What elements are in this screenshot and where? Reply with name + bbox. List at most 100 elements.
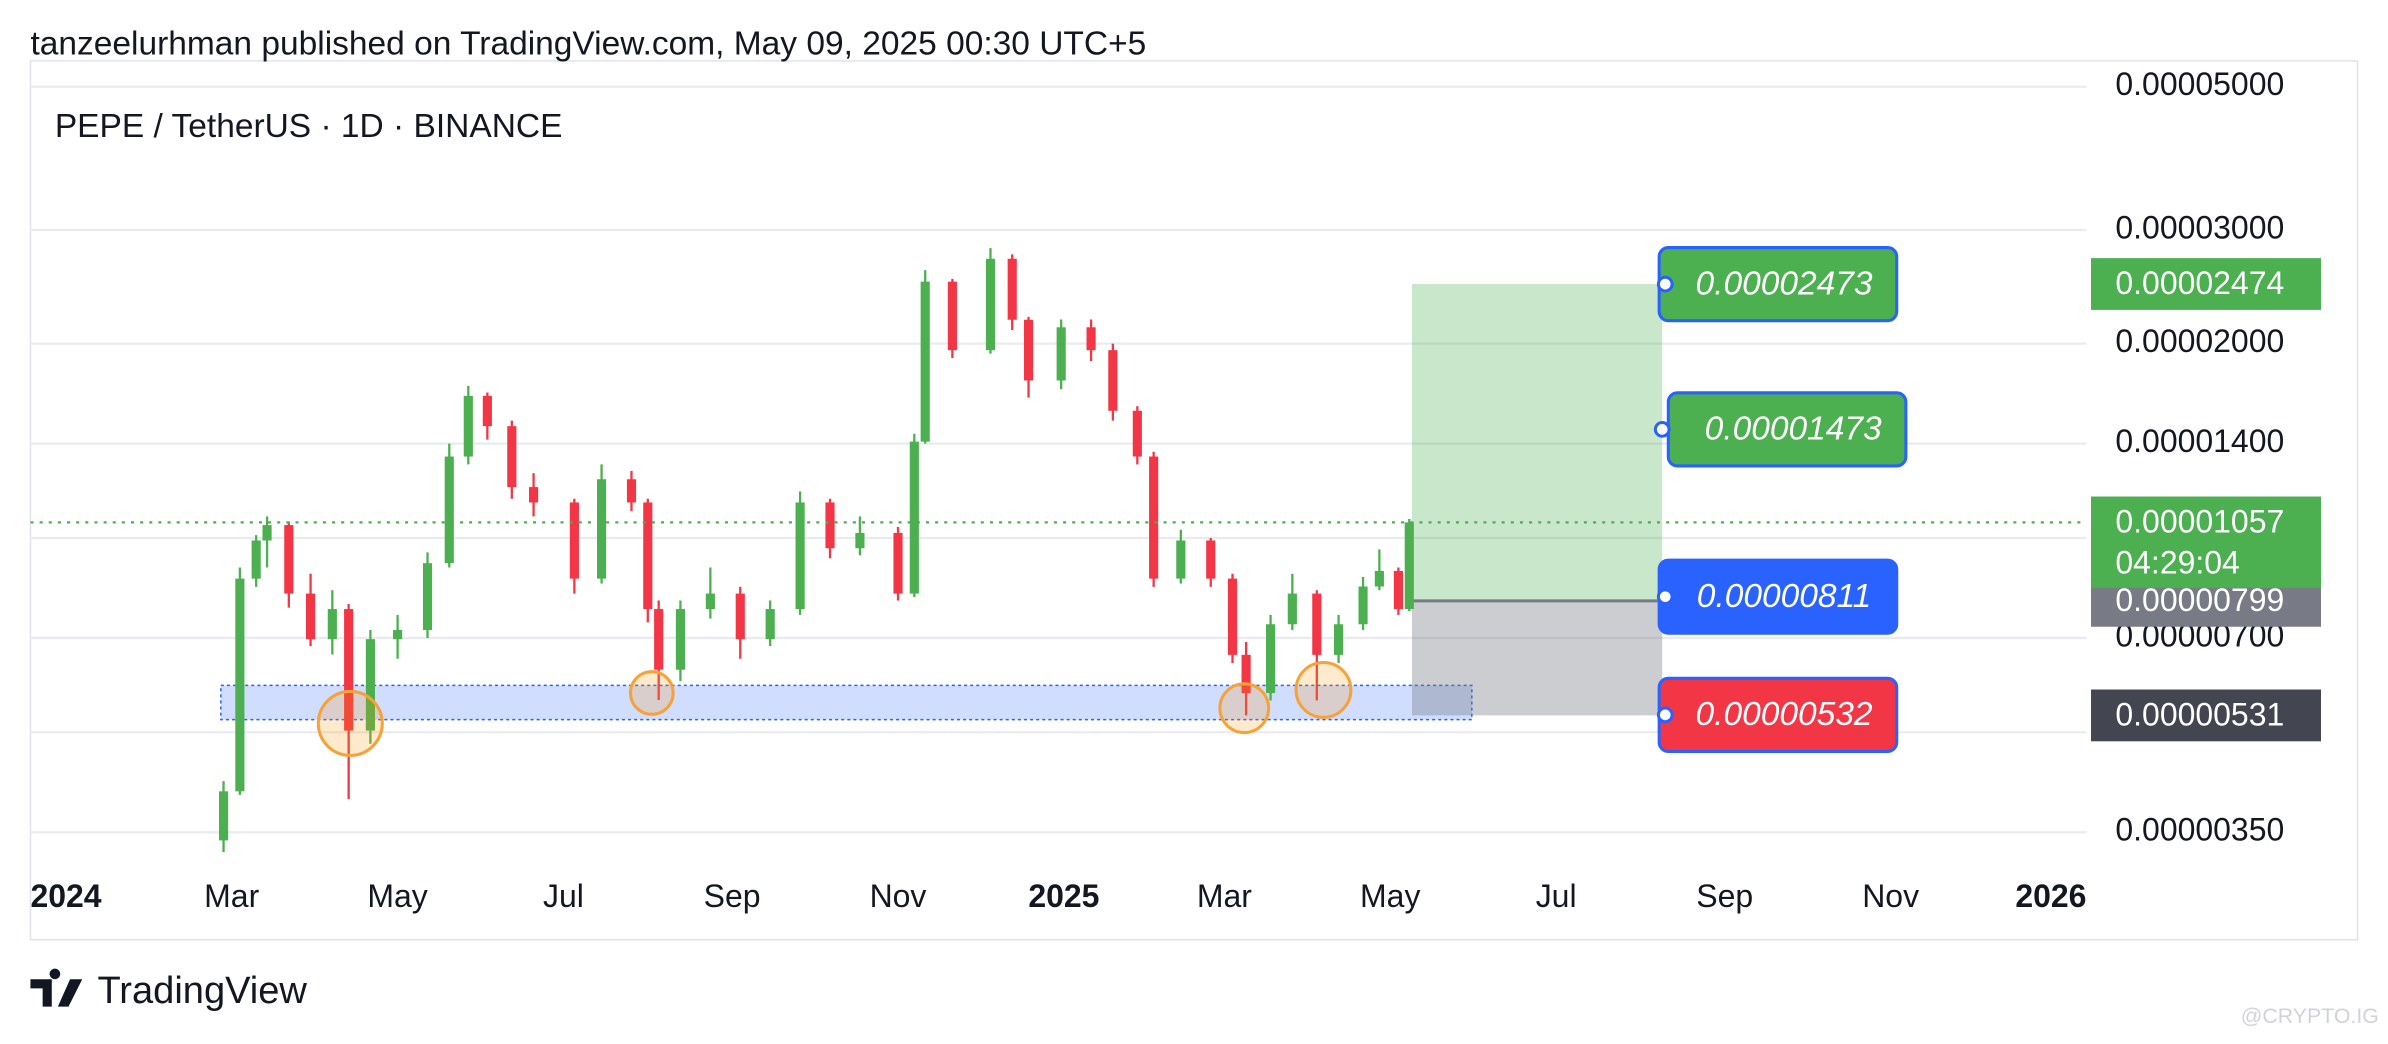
anchor-dot — [1656, 588, 1674, 606]
candle-body — [1206, 540, 1216, 579]
candle-body — [675, 609, 686, 670]
anchor-dot — [1653, 421, 1671, 438]
logo-icon — [30, 968, 83, 1007]
candle-body — [735, 593, 745, 640]
candle-body — [947, 281, 957, 351]
candle-body — [1149, 456, 1159, 579]
candle-body — [654, 609, 664, 670]
countdown-label: 04:29:04 — [2115, 545, 2239, 581]
x-tick-label: May — [1360, 878, 1420, 914]
anchor-dot — [1656, 275, 1674, 293]
stop-area — [1412, 600, 1663, 716]
candle-body — [909, 441, 919, 594]
logo-text: TradingView — [97, 970, 307, 1012]
watermark: @CRYPTO.IG — [2241, 1004, 2379, 1028]
zone-layer — [220, 284, 1663, 721]
candle-body — [393, 630, 403, 640]
logo: TradingView — [30, 968, 307, 1012]
candle-body — [235, 578, 245, 792]
x-tick-label: Mar — [1197, 878, 1252, 914]
highlight-circle — [1218, 682, 1271, 735]
y-tick-label: 0.00002000 — [2115, 323, 2284, 359]
candle-body — [529, 487, 539, 503]
x-tick-label: Sep — [1696, 878, 1753, 914]
overlay: 0.00002473 0.00001473 0.00000811 0.00000532… — [30, 246, 2321, 753]
highlight-circle — [628, 670, 675, 716]
header: tanzeelurhman published on TradingView.c… — [30, 26, 1146, 63]
x-tick-label: May — [367, 878, 427, 914]
candle-body — [218, 791, 229, 841]
candle-body — [422, 563, 433, 631]
x-tick-label: 2025 — [1028, 878, 1099, 914]
candle-body — [569, 502, 579, 579]
candle-body — [985, 258, 996, 351]
price-tag-label: 0.00000811 — [1697, 578, 1872, 615]
candle-body — [893, 532, 903, 594]
candle-body — [365, 639, 375, 731]
axis-price-label: 0.00002474 — [2115, 265, 2284, 301]
axis-price-box — [2091, 689, 2321, 742]
candle-body — [507, 426, 517, 488]
candles — [218, 248, 1414, 853]
current-price-box — [2091, 496, 2321, 588]
candle-body — [1374, 570, 1384, 587]
anchor-dot — [1656, 706, 1674, 724]
candle-body — [626, 479, 637, 503]
candle-body — [920, 281, 930, 442]
x-tick-label: Jul — [1536, 878, 1577, 914]
candle-body — [1023, 319, 1034, 381]
highlight-circle — [316, 689, 384, 757]
axis-price-box — [2091, 258, 2321, 310]
candle-body — [1287, 593, 1297, 625]
highlight-circle — [1294, 660, 1353, 719]
candle-body — [482, 395, 492, 427]
circles — [316, 660, 1353, 757]
candle-body — [1334, 624, 1344, 655]
candle-body — [262, 525, 272, 541]
chart-frame — [29, 60, 2359, 941]
candle-body — [765, 609, 775, 640]
candle-body — [705, 593, 715, 610]
candle-body — [1132, 410, 1142, 457]
chart-title: PEPE / TetherUS · 1D · BINANCE — [55, 108, 563, 145]
candle-body — [306, 593, 316, 640]
x-tick-label: Mar — [204, 878, 259, 914]
candle-body — [1266, 624, 1276, 694]
x-tick-label: Nov — [870, 878, 927, 914]
candle-body — [251, 540, 261, 579]
candle-body — [463, 395, 473, 457]
candle-body — [344, 609, 354, 731]
x-tick-label: Sep — [704, 878, 761, 914]
candle-body — [1007, 258, 1017, 320]
x-tick-label: Jul — [543, 878, 584, 914]
candle-body — [1227, 578, 1238, 655]
price-tag-label: 0.00001473 — [1705, 411, 1882, 448]
x-tick-label: 2026 — [2015, 878, 2086, 914]
axis-price-label: 0.00000531 — [2115, 696, 2284, 732]
y-tick-label: 0.00003000 — [2115, 209, 2284, 245]
candle-body — [284, 525, 294, 594]
x-tick-label: 2024 — [30, 878, 101, 914]
target-area — [1412, 284, 1663, 601]
current-price-label: 0.00001057 — [2115, 503, 2284, 539]
y-tick-label: 0.00000350 — [2115, 812, 2284, 848]
candle-body — [1176, 540, 1186, 579]
candle-body — [825, 502, 835, 549]
candle-body — [1312, 593, 1322, 655]
candle-body — [1404, 522, 1414, 610]
candle-body — [855, 532, 865, 549]
candle-body — [1108, 350, 1118, 411]
x-tick-label: Nov — [1862, 878, 1919, 914]
price-tag-label: 0.00000532 — [1696, 696, 1873, 733]
candle-body — [444, 456, 454, 564]
price-tag-label: 0.00002473 — [1696, 265, 1873, 302]
candle-body — [1393, 570, 1403, 610]
candle-body — [1056, 327, 1066, 381]
candle-body — [795, 502, 805, 610]
candle-body — [1241, 654, 1251, 694]
candle-body — [327, 609, 337, 640]
candle-body — [597, 479, 607, 579]
support-zone — [220, 684, 1473, 721]
